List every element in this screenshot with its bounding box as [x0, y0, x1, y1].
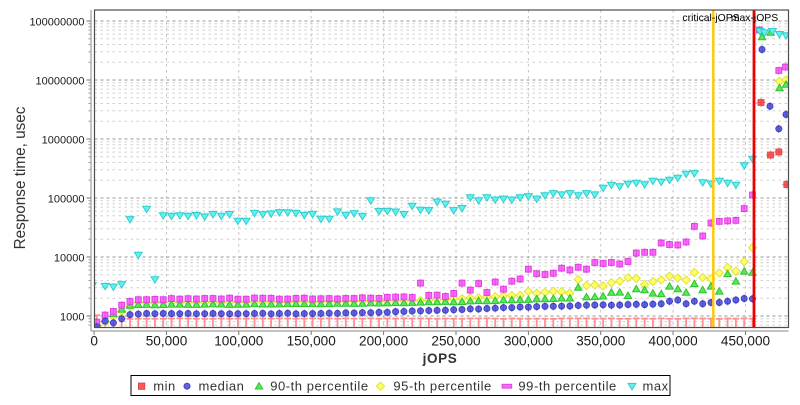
svg-text:250,000: 250,000 [431, 334, 481, 349]
svg-text:95-th percentile: 95-th percentile [393, 378, 491, 393]
svg-text:max-jOPS: max-jOPS [731, 13, 778, 24]
svg-text:150,000: 150,000 [287, 334, 337, 349]
svg-text:300,000: 300,000 [504, 334, 554, 349]
svg-text:450,000: 450,000 [721, 334, 771, 349]
svg-text:90-th percentile: 90-th percentile [270, 378, 368, 393]
svg-text:0: 0 [90, 334, 98, 349]
svg-text:100,000: 100,000 [214, 334, 264, 349]
svg-text:1000000: 1000000 [42, 135, 85, 147]
svg-text:99-th percentile: 99-th percentile [518, 378, 616, 393]
svg-text:400,000: 400,000 [649, 334, 699, 349]
svg-text:min: min [153, 378, 176, 393]
svg-text:100000000: 100000000 [29, 17, 84, 29]
svg-text:50,000: 50,000 [146, 334, 188, 349]
svg-text:1000: 1000 [60, 312, 84, 324]
svg-text:Response time, usec: Response time, usec [12, 106, 29, 249]
svg-text:jOPS: jOPS [422, 351, 458, 366]
svg-text:median: median [199, 378, 245, 393]
svg-text:200,000: 200,000 [359, 334, 409, 349]
svg-text:350,000: 350,000 [576, 334, 626, 349]
svg-text:10000000: 10000000 [36, 76, 85, 88]
svg-text:100000: 100000 [48, 194, 85, 206]
svg-text:10000: 10000 [54, 253, 85, 265]
svg-text:critical-jOPS: critical-jOPS [682, 13, 739, 24]
svg-text:max: max [643, 378, 669, 393]
